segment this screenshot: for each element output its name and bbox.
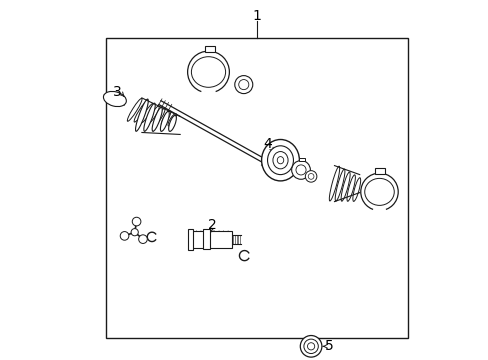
Ellipse shape <box>154 108 164 125</box>
Ellipse shape <box>152 107 162 131</box>
Circle shape <box>139 235 147 243</box>
Ellipse shape <box>364 179 393 205</box>
Ellipse shape <box>346 175 355 201</box>
Bar <box>204 46 215 52</box>
Ellipse shape <box>335 169 344 201</box>
Bar <box>187 229 193 250</box>
Ellipse shape <box>328 166 339 201</box>
Ellipse shape <box>127 98 142 121</box>
Text: 5: 5 <box>324 339 333 353</box>
Ellipse shape <box>277 157 283 164</box>
Ellipse shape <box>141 103 153 123</box>
Ellipse shape <box>103 91 126 107</box>
Circle shape <box>305 171 316 182</box>
Ellipse shape <box>272 152 287 169</box>
Text: 3: 3 <box>113 85 122 99</box>
Ellipse shape <box>191 57 225 87</box>
Bar <box>374 168 384 174</box>
Circle shape <box>131 229 138 236</box>
Circle shape <box>300 336 321 357</box>
Bar <box>299 158 305 161</box>
Ellipse shape <box>168 114 176 126</box>
Circle shape <box>307 343 314 350</box>
Circle shape <box>291 161 310 179</box>
Text: 1: 1 <box>252 9 261 23</box>
Bar <box>192 231 231 248</box>
Text: 4: 4 <box>263 137 272 151</box>
Text: 2: 2 <box>207 218 216 232</box>
Circle shape <box>187 51 229 93</box>
Ellipse shape <box>160 111 169 131</box>
Circle shape <box>132 217 141 226</box>
Bar <box>106 38 407 338</box>
Bar <box>203 229 210 249</box>
Ellipse shape <box>341 172 349 201</box>
Circle shape <box>360 173 397 211</box>
Ellipse shape <box>261 140 299 181</box>
Circle shape <box>120 231 129 240</box>
Ellipse shape <box>161 111 170 125</box>
Circle shape <box>234 76 252 94</box>
Circle shape <box>307 174 313 179</box>
Ellipse shape <box>267 146 293 175</box>
Circle shape <box>295 165 305 175</box>
Circle shape <box>303 339 318 354</box>
Ellipse shape <box>147 106 159 124</box>
Ellipse shape <box>168 116 176 131</box>
Ellipse shape <box>135 99 148 131</box>
Ellipse shape <box>134 101 147 122</box>
Circle shape <box>238 80 248 90</box>
Ellipse shape <box>352 178 360 201</box>
Ellipse shape <box>143 103 155 131</box>
